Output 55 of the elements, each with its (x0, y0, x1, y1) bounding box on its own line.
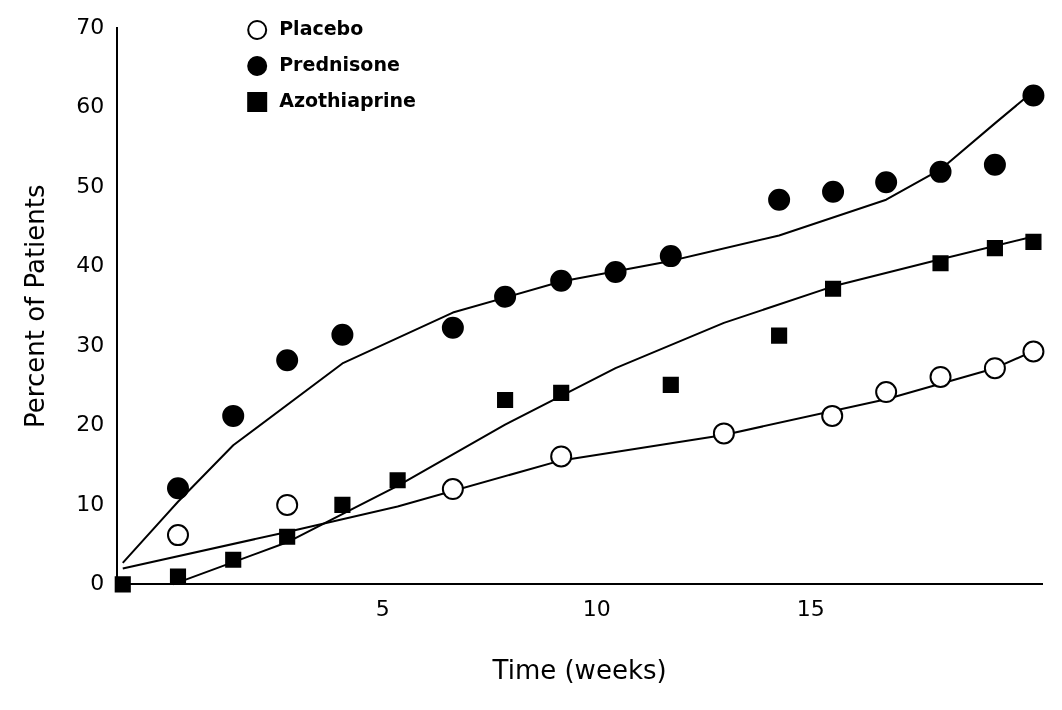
point (497, 391, 514, 409)
legend-label: Azothiaprine (279, 88, 416, 111)
point (550, 445, 573, 468)
point (1022, 84, 1045, 107)
point (659, 245, 682, 268)
point (553, 384, 570, 401)
point (276, 349, 299, 372)
legend-label: Prednisone (279, 52, 400, 75)
point (169, 568, 187, 585)
y-tick-label: 60 (76, 93, 105, 119)
y-tick-label: 50 (76, 172, 105, 198)
point (1025, 233, 1042, 250)
point (225, 551, 242, 568)
point (1022, 340, 1045, 363)
y-tick-label: 0 (90, 570, 105, 596)
point (768, 188, 791, 211)
point (441, 478, 464, 501)
point (604, 261, 627, 284)
point (550, 269, 573, 292)
point (166, 477, 189, 500)
point (932, 255, 949, 272)
point (822, 180, 845, 203)
point (331, 323, 354, 346)
point (441, 316, 464, 339)
point (276, 493, 299, 516)
x-axis-title: Time (weeks) (491, 655, 667, 686)
point (114, 576, 131, 593)
legend-label: Placebo (279, 16, 364, 39)
point (494, 285, 517, 308)
point (389, 472, 406, 489)
y-tick-label: 30 (76, 331, 105, 357)
point (279, 528, 296, 545)
x-tick-label: 10 (582, 596, 611, 622)
point (166, 524, 189, 547)
point (712, 422, 735, 445)
point (983, 153, 1006, 176)
point (875, 171, 898, 194)
y-tick-label: 10 (76, 490, 105, 516)
point (983, 357, 1006, 380)
point (929, 365, 952, 388)
y-tick-label: 70 (76, 13, 105, 39)
y-tick-label: 40 (76, 252, 105, 278)
point (986, 240, 1003, 257)
point (662, 376, 679, 393)
point (875, 381, 898, 404)
point (222, 404, 245, 427)
x-tick-label: 5 (375, 596, 390, 622)
point (824, 280, 842, 297)
point (771, 327, 788, 344)
point (821, 404, 844, 427)
y-tick-label: 20 (76, 411, 105, 437)
point (929, 160, 952, 183)
y-axis-title: Percent of Patients (20, 184, 51, 428)
x-tick-label: 15 (796, 596, 825, 622)
point (334, 496, 351, 513)
